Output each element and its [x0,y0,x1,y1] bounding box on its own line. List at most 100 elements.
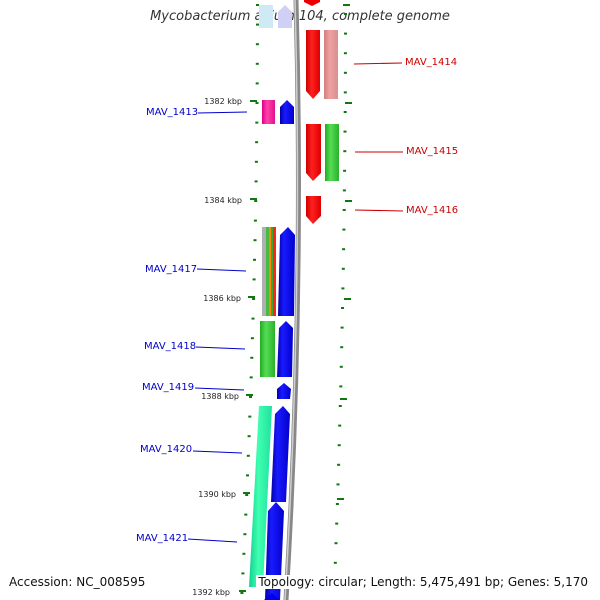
gene-label-mav-1417[interactable]: MAV_1417 [145,264,197,275]
minor-tick [342,189,346,192]
gene-block-multicolor-grey [262,227,266,316]
minor-tick [242,552,246,555]
minor-tick [337,444,341,447]
gene-labels-right: MAV_1414 MAV_1415 MAV_1416 [353,57,458,216]
minor-tick [256,23,259,26]
minor-tick [334,542,338,545]
gene-arrow-mav-1415[interactable] [306,124,321,181]
minor-tick [343,91,347,94]
gene-arrow-mav-1418[interactable] [277,321,293,377]
minor-tick [255,102,259,104]
minor-tick [342,248,346,251]
major-tick [340,398,347,400]
gene-label-mav-1419[interactable]: MAV_1419 [142,382,194,393]
minor-tick [344,32,347,35]
major-tick [243,492,250,494]
minor-tick [251,317,255,320]
feature-track-inner-left [249,100,276,587]
minor-tick [335,522,339,525]
gene-arrow-mav-1420[interactable] [271,406,290,502]
major-tick [344,298,351,300]
scale-label: 1388 kbp [201,392,239,401]
gene-arrow-mav-1417[interactable] [278,227,295,316]
minor-tick [240,592,244,594]
major-tick [239,590,246,592]
minor-tick [342,209,346,211]
reverse-strand-track [306,30,339,224]
major-tick [246,394,253,396]
accession-label: Accession: NC_008595 [9,575,146,589]
gene-label-mav-1413[interactable]: MAV_1413 [146,107,198,118]
genome-backbone-highlight [284,0,299,600]
scale-ticks-right [333,13,347,584]
minor-tick [343,130,347,133]
gene-label-mav-1421[interactable]: MAV_1421 [136,533,188,544]
genome-title: Mycobacterium avium 104, complete genome [150,9,450,24]
major-tick [345,200,352,202]
label-leader [353,62,403,65]
minor-tick [248,415,252,418]
minor-tick [246,474,249,477]
gene-block-multicolor-green2 [271,227,273,316]
gene-label-mav-1420[interactable]: MAV_1420 [140,444,192,455]
gene-block-magenta [262,100,275,124]
minor-tick [343,52,347,55]
minor-tick [243,533,247,536]
gene-block-green [260,321,275,377]
minor-tick [252,278,256,281]
gene-label-mav-1414[interactable]: MAV_1414 [405,57,457,68]
minor-tick [343,111,347,113]
label-leader [197,111,248,114]
minor-tick [244,513,248,516]
major-tick [250,198,257,200]
minor-tick [253,258,256,261]
minor-tick [247,435,251,438]
minor-tick [253,219,257,222]
minor-tick [252,298,256,300]
major-tick [248,296,255,298]
gene-block-multicolor-orange [269,227,271,316]
minor-tick [338,405,342,407]
major-tick [250,100,257,102]
label-leader [195,346,246,350]
minor-tick [256,4,259,6]
gene-label-mav-1415[interactable]: MAV_1415 [406,146,458,157]
gene-arrow-mav-1414[interactable] [306,30,320,99]
label-leader [354,209,404,212]
minor-tick [241,572,245,575]
gene-arrow-mav-1413[interactable] [280,100,294,124]
minor-tick [340,326,344,329]
minor-tick [333,561,337,564]
minor-tick [255,121,259,124]
major-tick [343,4,350,6]
minor-tick [342,228,346,231]
gene-label-mav-1418[interactable]: MAV_1418 [144,341,196,352]
minor-tick [250,337,254,340]
minor-tick [338,424,342,427]
gene-label-mav-1416[interactable]: MAV_1416 [406,205,458,216]
gene-labels-left: MAV_1413 MAV_1417 MAV_1418 MAV_1419 MAV_… [136,107,248,544]
gene-arrow-mav-1419[interactable] [277,383,291,399]
label-leader [187,538,238,543]
minor-tick [344,13,347,15]
minor-tick [335,503,339,505]
scale-label: 1386 kbp [203,294,241,303]
major-tick [345,102,352,104]
faded-feature [304,0,320,6]
scale-label: 1390 kbp [198,490,236,499]
minor-tick [245,494,249,496]
scale-label: 1384 kbp [204,196,242,205]
gene-block-multicolor-green [266,227,269,316]
faded-feature [259,5,273,28]
minor-tick [255,43,259,46]
faded-feature [278,5,292,28]
minor-tick [343,71,347,74]
scale-label: 1382 kbp [204,97,242,106]
minor-tick [337,463,341,466]
label-leader [194,387,245,391]
gene-arrow-mav-1416[interactable] [306,196,321,224]
minor-tick [343,169,347,172]
minor-tick [255,62,259,65]
gene-arrow-bottom [264,593,280,600]
